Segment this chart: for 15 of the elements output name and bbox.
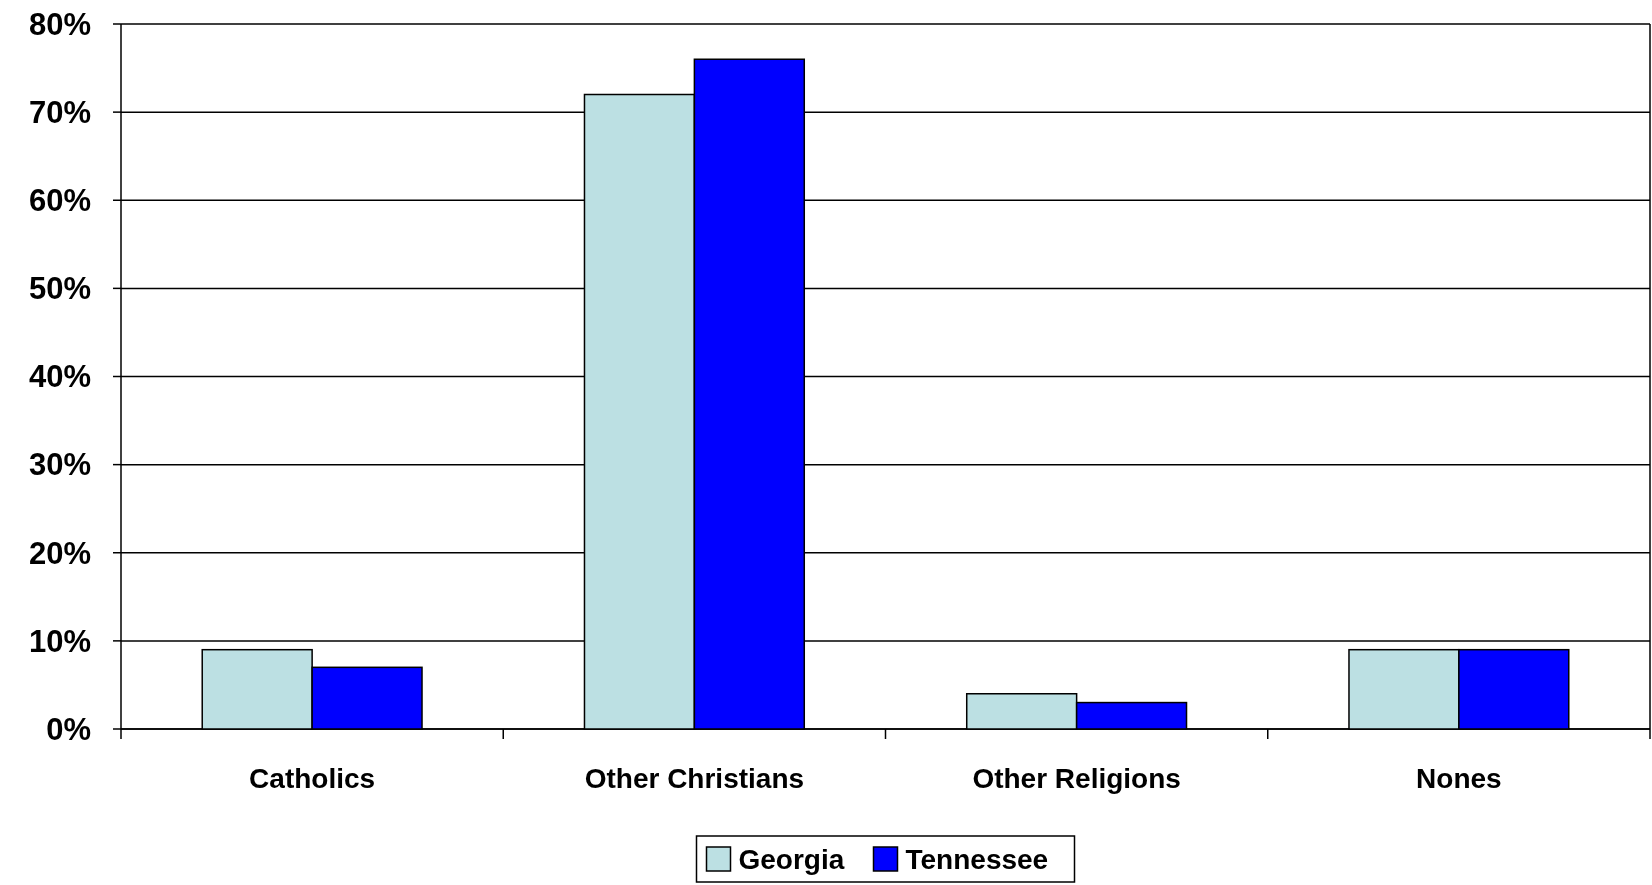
y-tick-label: 80% [28,6,91,42]
x-tick-label: Other Religions [972,762,1181,794]
y-tick-label: 70% [28,94,91,130]
x-tick-label: Other Christians [584,762,805,794]
y-tick-label: 20% [28,535,91,571]
legend-label: Georgia [738,843,845,875]
x-tick-label: Nones [1416,762,1502,794]
y-tick-label: 50% [28,271,91,307]
y-tick-label: 30% [28,447,91,483]
x-tick-label: Catholics [249,762,376,794]
y-tick-label: 10% [28,623,91,659]
y-tick-label: 0% [46,711,91,747]
y-tick-label: 60% [28,183,91,219]
y-tick-label: 40% [28,359,91,395]
legend-label: Tennessee [905,843,1049,875]
